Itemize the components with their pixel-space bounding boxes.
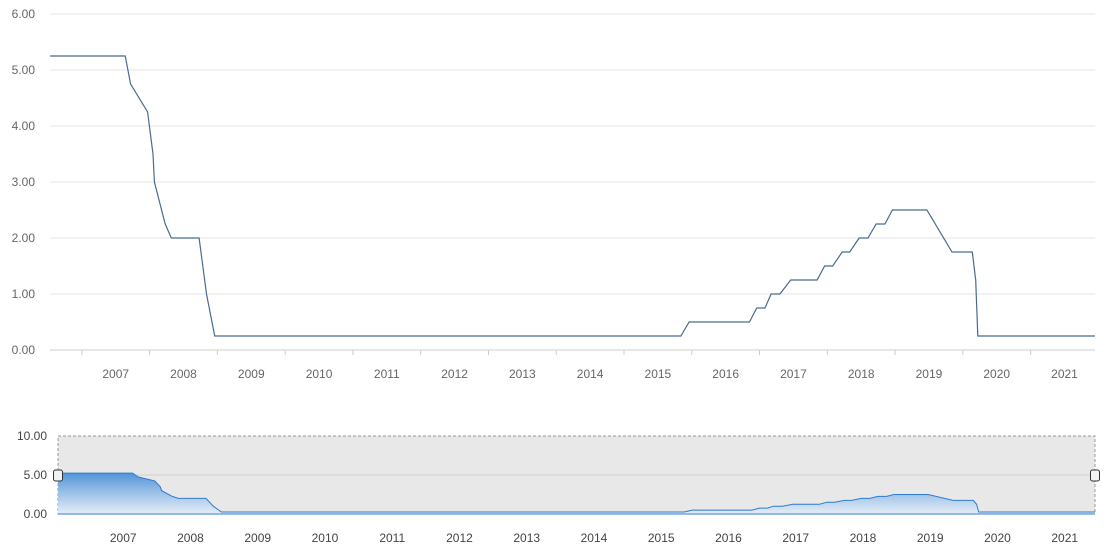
- main-y-tick-label: 3.00: [12, 175, 36, 189]
- main-y-tick-label: 4.00: [12, 119, 36, 133]
- navigator-right-handle[interactable]: [1090, 469, 1100, 482]
- navigator-y-tick-label: 10.00: [17, 429, 47, 443]
- main-gridlines: [50, 13, 1095, 295]
- main-x-tick-label: 2009: [238, 367, 265, 381]
- navigator-x-tick-label: 2012: [446, 531, 473, 545]
- navigator-x-tick-label: 2017: [782, 531, 809, 545]
- main-x-tick-label: 2007: [102, 367, 129, 381]
- main-y-tick-label: 5.00: [12, 63, 36, 77]
- navigator-x-tick-label: 2008: [177, 531, 204, 545]
- navigator-x-tick-label: 2018: [850, 531, 877, 545]
- navigator-y-tick-label: 5.00: [24, 468, 48, 482]
- main-x-axis: 2007 2008 2009 2010 2011 2012 2013 2014 2015 2016…: [81, 350, 1078, 381]
- navigator-x-tick-label: 2013: [513, 531, 540, 545]
- main-y-axis: 0.00 1.00 2.00 3.00 4.00 5.00 6.00: [12, 7, 36, 357]
- navigator-x-tick-label: 2020: [984, 531, 1011, 545]
- navigator-series-line: [58, 472, 1095, 513]
- navigator-x-tick-label: 2014: [581, 531, 608, 545]
- navigator-left-handle[interactable]: [53, 469, 63, 482]
- navigator-x-tick-label: 2009: [244, 531, 271, 545]
- main-y-tick-label: 6.00: [12, 7, 36, 21]
- main-y-tick-label: 2.00: [12, 231, 36, 245]
- navigator-x-tick-label: 2019: [917, 531, 944, 545]
- main-y-tick-label: 1.00: [12, 287, 36, 301]
- main-x-tick-label: 2018: [848, 367, 875, 381]
- main-x-tick-label: 2015: [645, 367, 672, 381]
- navigator-x-tick-label: 2011: [379, 531, 405, 545]
- main-x-tick-label: 2019: [916, 367, 943, 381]
- main-x-tick-label: 2008: [170, 367, 197, 381]
- main-y-tick-label: 0.00: [12, 343, 36, 357]
- main-x-tick-label: 2016: [712, 367, 739, 381]
- main-x-tick-label: 2011: [374, 367, 400, 381]
- navigator-y-axis: 0.00 5.00 10.00: [17, 429, 47, 521]
- navigator-x-tick-label: 2021: [1051, 531, 1078, 545]
- navigator-x-tick-label: 2007: [110, 531, 137, 545]
- main-x-tick-label: 2021: [1051, 367, 1078, 381]
- main-x-tick-label: 2014: [577, 367, 604, 381]
- main-x-tick-label: 2010: [306, 367, 333, 381]
- main-x-tick-label: 2020: [983, 367, 1010, 381]
- navigator-x-tick-label: 2016: [715, 531, 742, 545]
- main-plot: 0.001.002.003.004.005.006.00 2007 2008 200…: [12, 7, 1095, 381]
- navigator-y-tick-label: 0.00: [24, 507, 48, 521]
- main-x-tick-label: 2017: [780, 367, 807, 381]
- rate-series-line[interactable]: [50, 55, 1095, 337]
- navigator-series-area: [58, 473, 1095, 514]
- navigator-x-tick-label: 2015: [648, 531, 675, 545]
- navigator-x-tick-label: 2010: [312, 531, 339, 545]
- main-x-tick-label: 2013: [509, 367, 536, 381]
- navigator-x-axis: 2007 2008 2009 2010 2011 2012 2013 2014 2015 2016…: [110, 531, 1079, 545]
- main-x-tick-label: 2012: [441, 367, 468, 381]
